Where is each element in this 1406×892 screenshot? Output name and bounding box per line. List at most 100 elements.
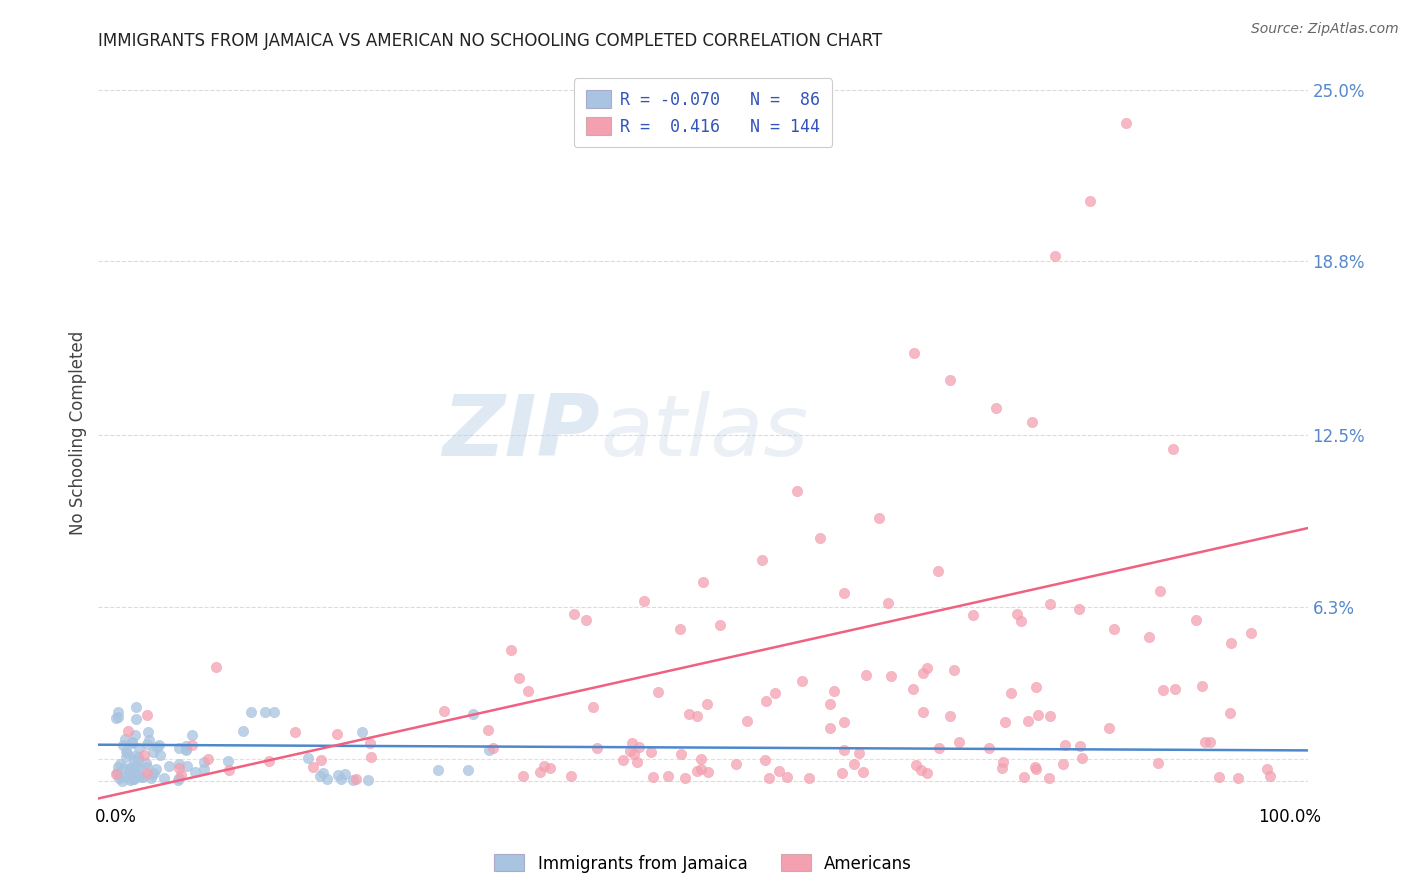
Point (1026, 708, 1049, 723)
Point (1039, 709, 1062, 723)
Point (218, 763, 240, 777)
Point (1021, 415, 1043, 429)
Point (217, 754, 239, 768)
Point (910, 763, 932, 777)
Point (626, 755, 648, 769)
Point (461, 706, 484, 721)
Point (690, 762, 713, 776)
Point (122, 772, 145, 787)
Point (1226, 771, 1249, 785)
Point (911, 666, 934, 681)
Point (623, 747, 645, 761)
Text: IMMIGRANTS FROM JAMAICA VS AMERICAN NO SCHOOLING COMPLETED CORRELATION CHART: IMMIGRANTS FROM JAMAICA VS AMERICAN NO S… (98, 32, 883, 50)
Point (478, 742, 501, 756)
Point (692, 574, 714, 589)
Point (1054, 738, 1077, 752)
Point (834, 714, 856, 729)
Point (633, 594, 655, 608)
Point (139, 771, 162, 785)
Point (823, 684, 845, 698)
Point (193, 762, 215, 776)
Point (105, 765, 128, 780)
Point (167, 757, 190, 772)
Point (108, 771, 131, 785)
Point (832, 586, 855, 600)
Point (326, 768, 349, 782)
Point (284, 724, 307, 739)
Point (107, 760, 129, 774)
Point (962, 607, 984, 622)
Point (986, 401, 1008, 415)
Point (118, 761, 141, 775)
Point (977, 741, 1000, 756)
Point (115, 746, 138, 760)
Point (128, 768, 150, 782)
Point (176, 759, 198, 773)
Point (1239, 626, 1261, 640)
Point (167, 772, 190, 787)
Point (499, 643, 522, 657)
Point (540, 761, 562, 775)
Point (145, 740, 167, 755)
Point (582, 699, 605, 714)
Point (205, 660, 228, 674)
Point (312, 766, 335, 780)
Point (142, 765, 165, 780)
Point (169, 740, 191, 755)
Point (1149, 584, 1171, 599)
Point (302, 760, 325, 774)
Point (508, 672, 530, 686)
Point (118, 772, 141, 787)
Point (125, 759, 148, 773)
Point (118, 764, 141, 778)
Point (1010, 614, 1032, 628)
Point (183, 765, 205, 780)
Point (1164, 682, 1187, 697)
Point (124, 748, 146, 763)
Point (148, 739, 170, 753)
Point (167, 771, 190, 785)
Point (1098, 721, 1121, 735)
Point (1220, 635, 1243, 649)
Point (868, 511, 890, 525)
Point (1043, 249, 1066, 263)
Point (852, 765, 875, 780)
Point (564, 607, 586, 621)
Point (111, 738, 134, 752)
Point (1102, 622, 1125, 636)
Point (127, 753, 149, 767)
Point (357, 773, 380, 788)
Point (901, 682, 924, 697)
Point (1025, 680, 1047, 694)
Point (114, 731, 136, 746)
Point (120, 765, 142, 780)
Point (309, 753, 332, 767)
Point (1024, 760, 1046, 774)
Point (1080, 194, 1102, 208)
Point (1025, 762, 1047, 776)
Point (994, 715, 1017, 730)
Point (1000, 686, 1022, 700)
Point (560, 769, 582, 783)
Point (1191, 679, 1213, 693)
Point (125, 712, 148, 726)
Point (1007, 607, 1029, 621)
Point (134, 747, 156, 762)
Point (127, 760, 149, 774)
Point (481, 740, 503, 755)
Point (671, 747, 693, 761)
Point (763, 686, 786, 700)
Point (149, 748, 172, 763)
Point (948, 735, 970, 749)
Point (754, 753, 776, 767)
Point (755, 694, 778, 708)
Point (808, 531, 831, 545)
Y-axis label: No Schooling Completed: No Schooling Completed (69, 331, 87, 534)
Point (820, 697, 842, 711)
Point (529, 765, 551, 780)
Point (792, 674, 814, 689)
Point (1256, 762, 1278, 776)
Point (668, 622, 690, 636)
Point (180, 738, 202, 752)
Point (673, 771, 696, 785)
